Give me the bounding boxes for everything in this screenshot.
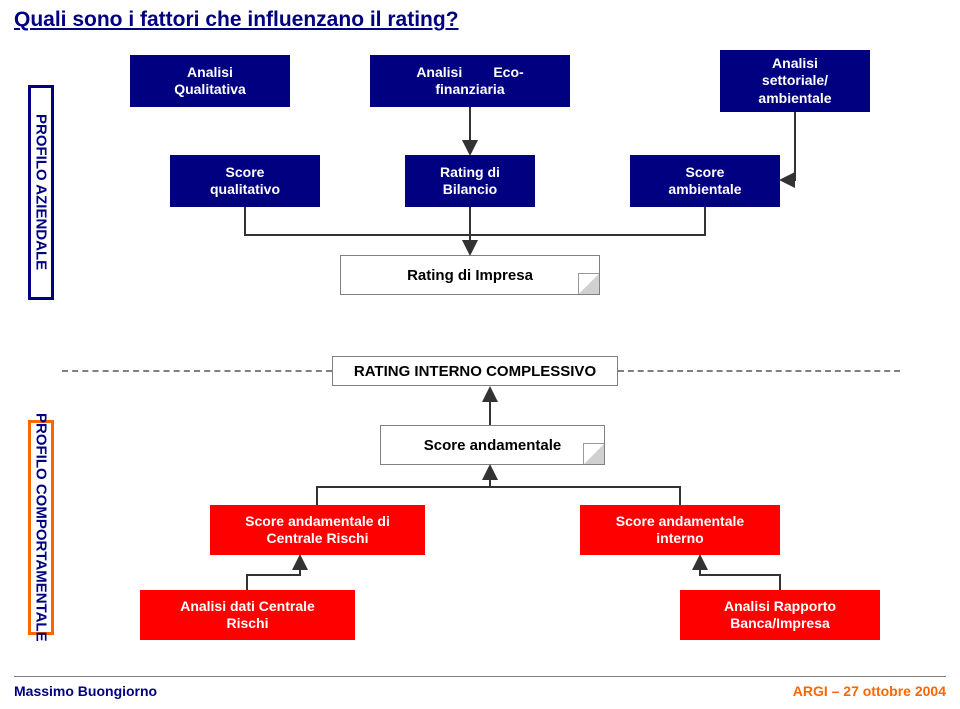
side-label-top-text: PROFILO AZIENDALE <box>33 114 50 270</box>
box-rating-interno: RATING INTERNO COMPLESSIVO <box>332 356 618 386</box>
page-title: Quali sono i fattori che influenzano il … <box>14 8 459 32</box>
box-score-ambientale: Scoreambientale <box>630 155 780 207</box>
footer-divider <box>14 676 946 677</box>
box-analisi-qualitativa: AnalisiQualitativa <box>130 55 290 107</box>
box-score-centrale: Score andamentale diCentrale Rischi <box>210 505 425 555</box>
box-rating-bilancio: Rating diBilancio <box>405 155 535 207</box>
box-rapporto: Analisi RapportoBanca/Impresa <box>680 590 880 640</box>
side-label-bottom-text: PROFILO COMPORTAMENTALE <box>33 413 50 642</box>
box-analisi-settoriale: Analisisettoriale/ambientale <box>720 50 870 112</box>
dash-left <box>62 370 332 372</box>
box-rating-impresa: Rating di Impresa <box>340 255 600 295</box>
box-score-interno: Score andamentaleinterno <box>580 505 780 555</box>
side-label-top: PROFILO AZIENDALE <box>28 85 54 300</box>
dash-right <box>618 370 900 372</box>
box-analisi-eco: Analisi Eco-finanziaria <box>370 55 570 107</box>
side-label-bottom: PROFILO COMPORTAMENTALE <box>28 420 54 635</box>
box-score-andamentale: Score andamentale <box>380 425 605 465</box>
footer-meta: ARGI – 27 ottobre 2004 <box>793 683 946 699</box>
box-score-qualitativo: Scorequalitativo <box>170 155 320 207</box>
box-dati-centrale: Analisi dati CentraleRischi <box>140 590 355 640</box>
footer-author: Massimo Buongiorno <box>14 683 157 699</box>
